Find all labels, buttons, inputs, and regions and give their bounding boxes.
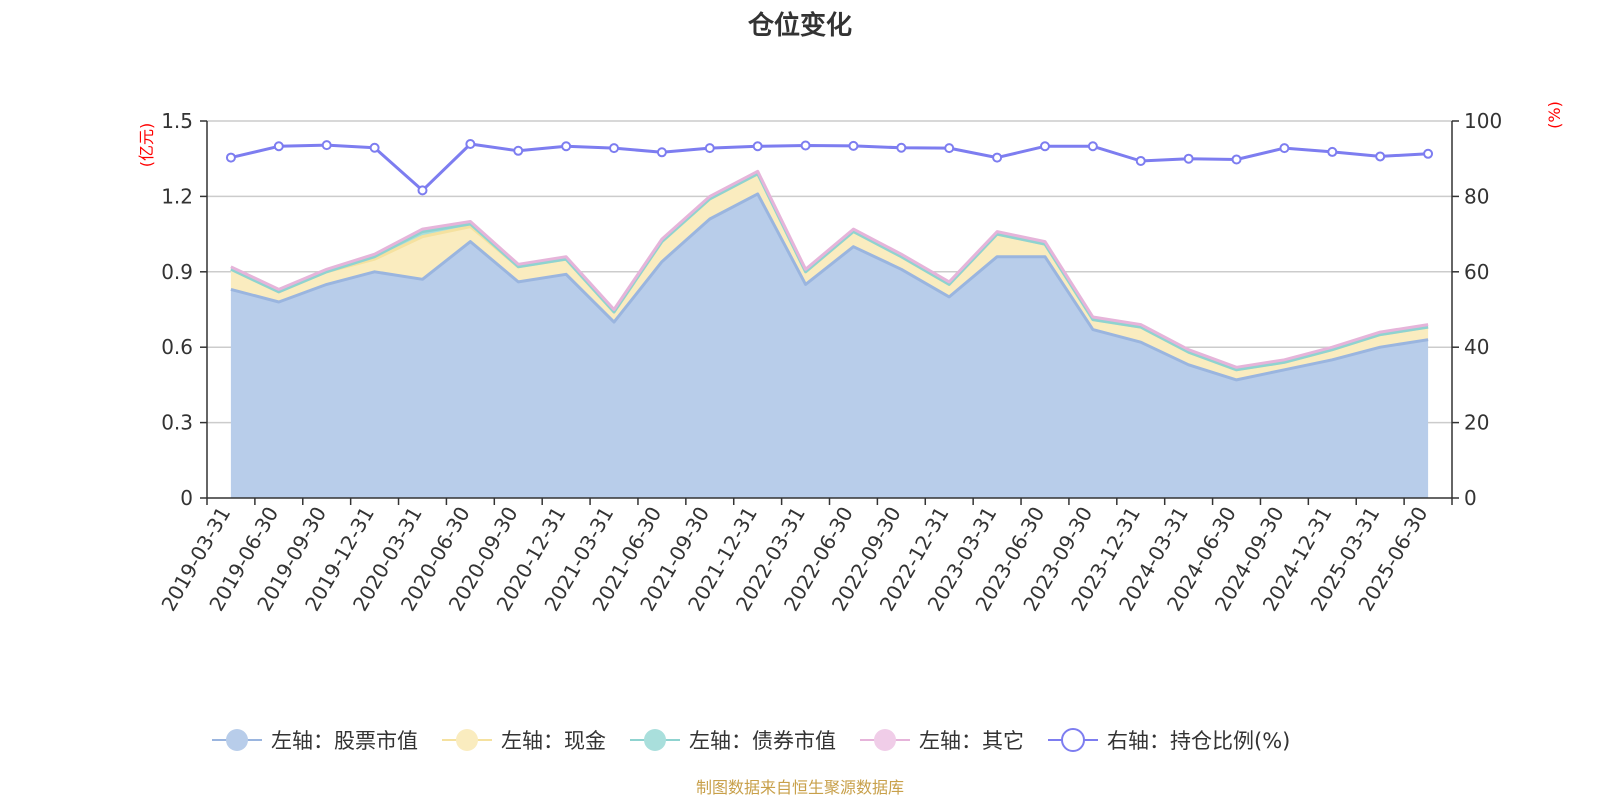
left-axis-unit: (亿元) [137, 123, 156, 168]
ratio-point [609, 143, 620, 154]
right-axis-tick-label: 80 [1464, 184, 1489, 208]
right-axis-tick-label: 100 [1464, 109, 1502, 133]
ratio-point [704, 143, 715, 154]
legend-label: 右轴：持仓比例(%) [1107, 729, 1290, 753]
ratio-point [992, 152, 1003, 163]
ratio-point [1327, 146, 1338, 157]
left-axis-tick-label: 0.9 [161, 260, 193, 284]
legend-marker [226, 729, 248, 751]
legend-marker [874, 729, 896, 751]
area-edge-左轴：股票市值 [230, 192, 1429, 382]
right-axis-tick-label: 40 [1464, 335, 1489, 359]
ratio-point [848, 140, 859, 151]
left-axis-tick-label: 0.3 [161, 411, 193, 435]
chart-title: 仓位变化 [747, 10, 852, 41]
ratio-point [561, 141, 572, 152]
legend-marker [456, 729, 478, 751]
left-axis-tick-label: 0.6 [161, 335, 193, 359]
ratio-point [417, 185, 428, 196]
right-axis-tick-label: 0 [1464, 486, 1477, 510]
right-axis-tick-label: 20 [1464, 411, 1489, 435]
legend-marker [1061, 728, 1085, 752]
ratio-point [369, 142, 380, 153]
area-edge-左轴：债券市值 [230, 172, 1429, 372]
right-axis-tick-label: 60 [1464, 260, 1489, 284]
left-axis-tick-label: 1.5 [161, 109, 193, 133]
ratio-point [321, 140, 332, 151]
legend-marker [644, 729, 666, 751]
legend-label: 左轴：债券市值 [689, 729, 836, 753]
ratio-line [230, 142, 1429, 192]
legend-label: 左轴：其它 [919, 729, 1024, 753]
right-axis-unit: (%) [1545, 101, 1564, 129]
ratio-point [1423, 148, 1434, 159]
stacked-areas [230, 169, 1429, 498]
ratio-point [1231, 154, 1242, 165]
area-左轴：股票市值 [230, 193, 1429, 498]
ratio-point [1279, 143, 1290, 154]
area-左轴：现金 [230, 173, 1429, 380]
ratio-point [273, 141, 284, 152]
left-axis-tick-label: 0 [180, 486, 193, 510]
legend: 左轴：股票市值 左轴：现金 左轴：债券市值 左轴：其它 右轴：持仓比例(%) [212, 728, 1290, 753]
ratio-point [225, 152, 236, 163]
ratio-line-series [225, 138, 1434, 196]
ratio-point [656, 147, 667, 158]
ratio-point [1087, 141, 1098, 152]
ratio-point [513, 145, 524, 156]
left-axis-tick-label: 1.2 [161, 184, 193, 208]
ratio-point [1135, 155, 1146, 166]
legend-label: 左轴：股票市值 [271, 729, 418, 753]
ratio-point [1183, 153, 1194, 164]
ratio-point [800, 140, 811, 151]
ratio-point [1375, 151, 1386, 162]
ratio-point [944, 143, 955, 154]
area-edge-左轴：其它 [230, 169, 1429, 369]
ratio-point [752, 141, 763, 152]
ratio-point [1039, 141, 1050, 152]
ratio-point [465, 138, 476, 149]
legend-label: 左轴：现金 [501, 729, 606, 753]
ratio-point [896, 142, 907, 153]
source-note: 制图数据来自恒生聚源数据库 [696, 778, 904, 797]
